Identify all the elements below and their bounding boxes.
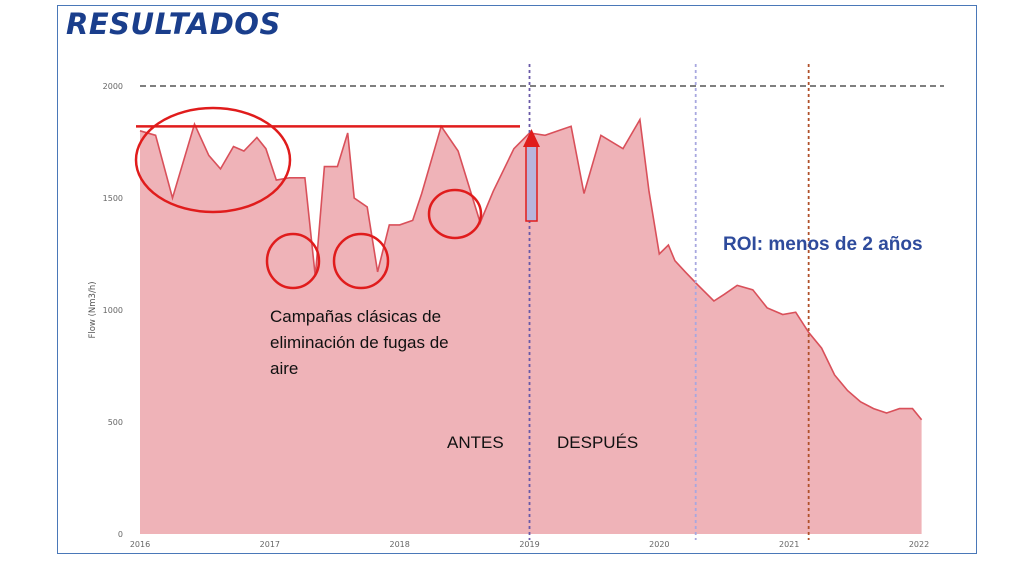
annotation-line-3: aire xyxy=(270,359,298,378)
page-title: RESULTADOS xyxy=(66,7,281,41)
y-tick-label: 500 xyxy=(108,418,123,427)
roi-label: ROI: menos de 2 años xyxy=(723,234,923,255)
highlight-circle-3 xyxy=(332,232,390,290)
y-tick-label: 2000 xyxy=(103,82,123,91)
y-axis-label: Flow (Nm3/h) xyxy=(88,281,98,338)
x-tick-label: 2018 xyxy=(389,540,409,549)
highlight-circle-2 xyxy=(265,232,321,290)
x-tick-label: 2021 xyxy=(779,540,799,549)
y-tick-label: 1000 xyxy=(103,306,123,315)
highlight-circle-1 xyxy=(134,106,292,214)
x-tick-label: 2017 xyxy=(260,540,280,549)
annotation-line-2: eliminación de fugas de xyxy=(270,333,449,352)
series-line xyxy=(139,117,923,421)
label-antes: ANTES xyxy=(447,433,504,452)
area-fill xyxy=(140,119,922,534)
x-tick-label: 2022 xyxy=(909,540,929,549)
x-tick-label: 2016 xyxy=(130,540,150,549)
x-tick-label: 2020 xyxy=(649,540,669,549)
y-tick-label: 0 xyxy=(118,530,123,539)
x-tick-label: 2019 xyxy=(519,540,539,549)
label-despues: DESPUÉS xyxy=(557,433,638,452)
arrow-shaft xyxy=(525,144,538,222)
arrow-head xyxy=(523,129,540,147)
y-tick-label: 1500 xyxy=(103,194,123,203)
annotation-line-1: Campañas clásicas de xyxy=(270,307,441,326)
highlight-circle-4 xyxy=(427,188,483,240)
